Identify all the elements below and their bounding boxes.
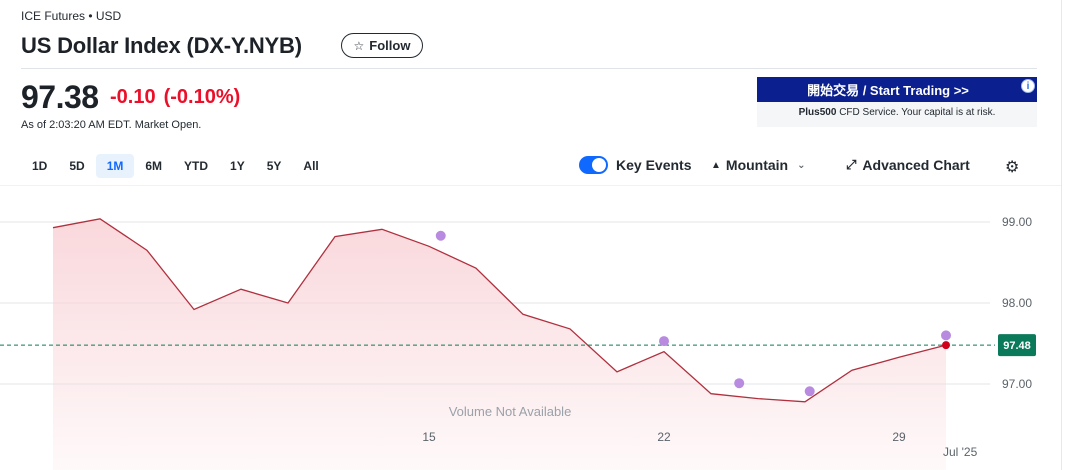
toggle-knob: [592, 158, 606, 172]
follow-label: Follow: [369, 38, 411, 53]
expand-icon: ⤢: [846, 157, 857, 172]
ad-disclaimer-text: CFD Service. Your capital is at risk.: [836, 107, 996, 118]
toggle-switch[interactable]: [579, 156, 608, 174]
area-fill: [53, 218, 946, 470]
key-event-dot[interactable]: [435, 230, 446, 241]
range-button-6m[interactable]: 6M: [145, 159, 163, 173]
range-button-1y[interactable]: 1Y: [230, 159, 245, 173]
key-events-toggle[interactable]: Key Events: [579, 156, 691, 174]
ad-disclaimer: Plus500 CFD Service. Your capital is at …: [757, 107, 1037, 118]
current-point-dot: [942, 341, 950, 350]
y-tick-label: 99.00: [1002, 215, 1032, 229]
key-events-label: Key Events: [616, 157, 692, 173]
x-tick-label: 22: [657, 430, 671, 444]
range-button-5y[interactable]: 5Y: [266, 159, 282, 173]
key-event-dot[interactable]: [659, 336, 669, 347]
price-change-percent: (-0.10%): [163, 86, 241, 108]
range-button-5d[interactable]: 5D: [69, 159, 85, 173]
mountain-icon: ▲: [711, 159, 721, 171]
chart-type-label: Mountain: [725, 157, 789, 173]
y-tick-label: 97.00: [1002, 377, 1032, 391]
range-button-1d[interactable]: 1D: [32, 159, 48, 173]
advanced-chart-button[interactable]: ⤢ Advanced Chart: [846, 157, 970, 173]
current-price: 97.38: [21, 79, 99, 115]
volume-note: Volume Not Available: [449, 404, 572, 419]
info-icon[interactable]: i: [1021, 79, 1035, 93]
range-selector: 1D 5D 1M 6M YTD 1Y 5Y All: [21, 154, 330, 178]
x-tick-label: 29: [892, 430, 906, 444]
range-button-all[interactable]: All: [303, 159, 319, 173]
price-chart[interactable]: 99.00 98.00 97.00 97.48 Volume Not Available…: [0, 185, 1072, 470]
current-value-label: 97.48: [1003, 340, 1031, 352]
gear-icon[interactable]: ⚙: [1005, 159, 1020, 176]
chart-type-dropdown[interactable]: ▲ Mountain ⌄: [711, 157, 806, 173]
price-change: -0.10 (-0.10%): [110, 86, 240, 109]
ad-brand: Plus500: [798, 107, 837, 118]
star-icon: ☆: [353, 38, 365, 53]
key-event-dot[interactable]: [804, 386, 815, 397]
quote-timestamp: As of 2:03:20 AM EDT. Market Open.: [21, 119, 202, 131]
price-change-value: -0.10: [110, 86, 156, 108]
ad-banner[interactable]: 開始交易 / Start Trading >> i Plus500 CFD Se…: [757, 77, 1037, 127]
advanced-chart-label: Advanced Chart: [862, 157, 970, 173]
range-button-ytd[interactable]: YTD: [184, 159, 209, 173]
key-event-dot[interactable]: [734, 378, 745, 389]
header-divider: [21, 68, 1037, 69]
exchange-label: ICE Futures • USD: [21, 9, 122, 23]
current-value-badge: [998, 334, 1036, 357]
page-title: US Dollar Index (DX-Y.NYB): [21, 33, 302, 58]
key-event-dot[interactable]: [941, 330, 951, 341]
x-tick-label: 15: [422, 430, 436, 444]
price-line: [52, 218, 947, 403]
x-tick-label: Jul '25: [943, 445, 978, 459]
chevron-down-icon: ⌄: [797, 159, 806, 171]
page-edge-rule: [1061, 0, 1062, 470]
y-tick-label: 98.00: [1002, 296, 1032, 310]
ad-start-trading-button[interactable]: 開始交易 / Start Trading >>: [757, 77, 1037, 102]
range-button-1m[interactable]: 1M: [95, 154, 135, 178]
follow-button[interactable]: ☆ Follow: [341, 33, 423, 58]
